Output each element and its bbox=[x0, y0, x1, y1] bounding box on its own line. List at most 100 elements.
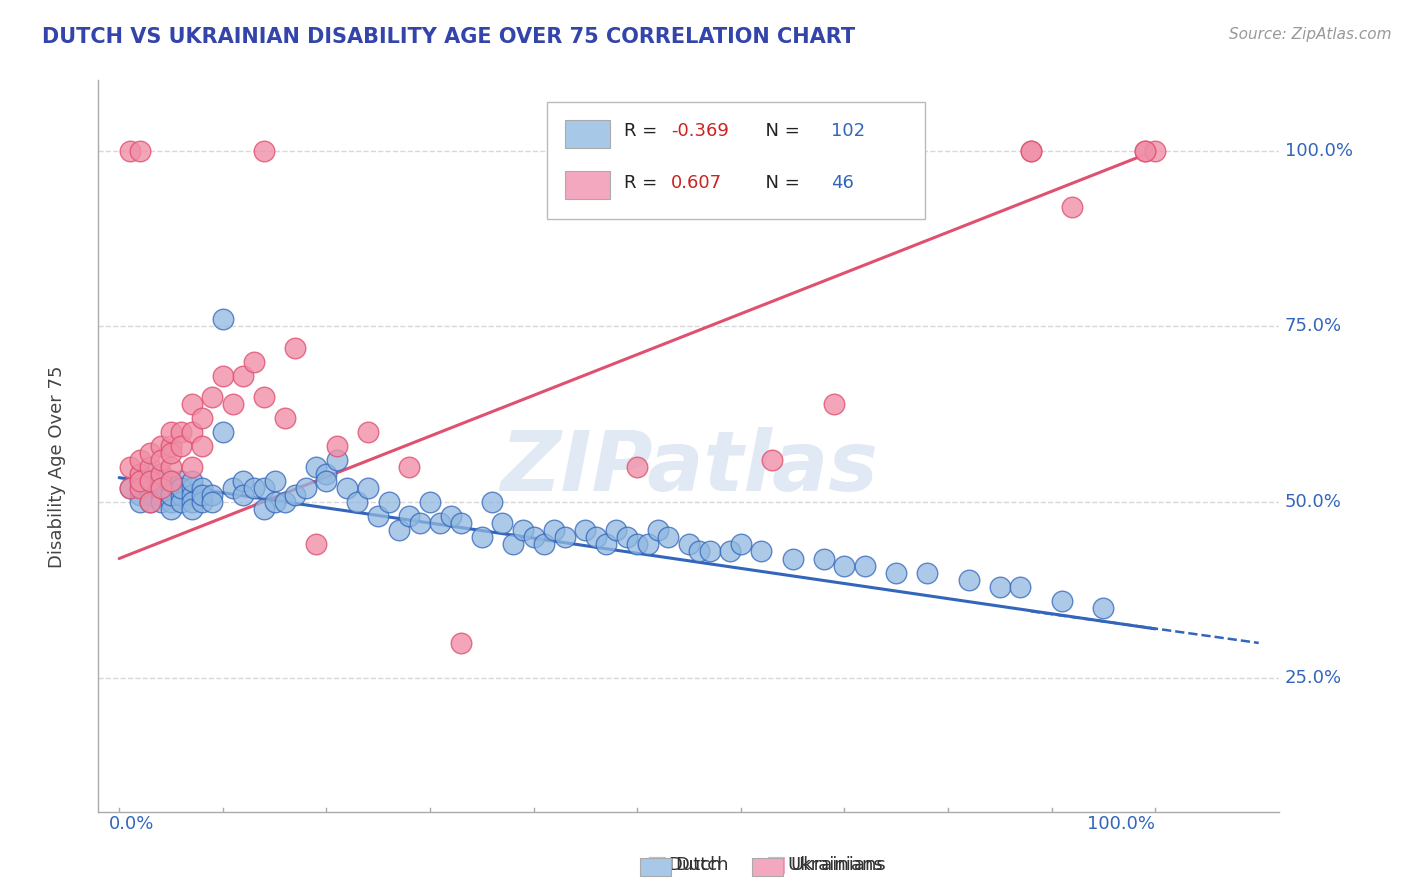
Point bbox=[128, 474, 150, 488]
Point bbox=[274, 410, 297, 425]
Point bbox=[149, 481, 172, 495]
Point bbox=[325, 439, 347, 453]
Point bbox=[823, 397, 845, 411]
Text: 102: 102 bbox=[831, 122, 865, 140]
Point bbox=[180, 425, 202, 439]
Text: 100.0%: 100.0% bbox=[1087, 815, 1156, 833]
Text: 50.0%: 50.0% bbox=[1285, 493, 1341, 511]
Point bbox=[678, 537, 700, 551]
Point bbox=[782, 551, 804, 566]
Point bbox=[128, 144, 150, 158]
Point bbox=[450, 516, 472, 531]
Point bbox=[346, 495, 368, 509]
Text: 0.0%: 0.0% bbox=[108, 815, 155, 833]
Point bbox=[149, 439, 172, 453]
Point bbox=[180, 460, 202, 475]
Point bbox=[222, 397, 245, 411]
Point bbox=[481, 495, 503, 509]
Point bbox=[211, 368, 233, 383]
Point bbox=[128, 488, 150, 502]
Point bbox=[191, 410, 214, 425]
Point bbox=[232, 474, 254, 488]
Point bbox=[160, 495, 183, 509]
Point bbox=[118, 144, 141, 158]
Point bbox=[201, 488, 224, 502]
Point bbox=[533, 537, 555, 551]
Point bbox=[419, 495, 441, 509]
Point bbox=[626, 537, 648, 551]
Point bbox=[170, 488, 193, 502]
Point bbox=[211, 425, 233, 439]
Point bbox=[149, 488, 172, 502]
Point bbox=[554, 530, 576, 544]
Point bbox=[170, 439, 193, 453]
FancyBboxPatch shape bbox=[565, 171, 610, 199]
Point bbox=[222, 481, 245, 495]
Point bbox=[232, 368, 254, 383]
Point bbox=[440, 509, 463, 524]
Point bbox=[543, 524, 565, 538]
Point bbox=[149, 495, 172, 509]
Point bbox=[1062, 200, 1084, 214]
Point bbox=[1019, 144, 1042, 158]
Point bbox=[118, 460, 141, 475]
Point bbox=[128, 495, 150, 509]
Point bbox=[284, 341, 307, 355]
Point bbox=[149, 474, 172, 488]
Point bbox=[647, 524, 669, 538]
Point bbox=[243, 481, 266, 495]
Point bbox=[139, 488, 162, 502]
Point bbox=[149, 467, 172, 482]
Point bbox=[357, 425, 380, 439]
Point bbox=[718, 544, 741, 558]
Text: 100.0%: 100.0% bbox=[1285, 142, 1353, 160]
Point bbox=[491, 516, 513, 531]
Point bbox=[274, 495, 297, 509]
Point bbox=[471, 530, 494, 544]
Point bbox=[1133, 144, 1156, 158]
Point bbox=[325, 453, 347, 467]
Point bbox=[1010, 580, 1032, 594]
Point bbox=[139, 460, 162, 475]
Point bbox=[160, 502, 183, 516]
Text: 46: 46 bbox=[831, 174, 853, 192]
Point bbox=[128, 467, 150, 482]
Point bbox=[139, 446, 162, 460]
Point bbox=[128, 453, 150, 467]
Point bbox=[336, 481, 359, 495]
Point bbox=[450, 636, 472, 650]
Point bbox=[751, 544, 773, 558]
Text: 25.0%: 25.0% bbox=[1285, 669, 1341, 687]
Point bbox=[429, 516, 451, 531]
Point bbox=[253, 144, 276, 158]
Point bbox=[637, 537, 659, 551]
Point bbox=[149, 453, 172, 467]
Point bbox=[408, 516, 430, 531]
Point bbox=[118, 481, 141, 495]
Point bbox=[160, 425, 183, 439]
Point bbox=[699, 544, 721, 558]
Point bbox=[139, 481, 162, 495]
Point bbox=[1050, 593, 1073, 607]
Point bbox=[626, 460, 648, 475]
Point bbox=[688, 544, 710, 558]
Point bbox=[139, 495, 162, 509]
Point bbox=[160, 439, 183, 453]
Point bbox=[605, 524, 627, 538]
Point bbox=[180, 495, 202, 509]
Point bbox=[253, 390, 276, 404]
Text: ZIPatlas: ZIPatlas bbox=[501, 427, 877, 508]
Point bbox=[191, 439, 214, 453]
Text: 75.0%: 75.0% bbox=[1285, 318, 1341, 335]
Point bbox=[595, 537, 617, 551]
Point bbox=[211, 312, 233, 326]
Text: Source: ZipAtlas.com: Source: ZipAtlas.com bbox=[1229, 27, 1392, 42]
Point bbox=[305, 537, 328, 551]
Point bbox=[128, 467, 150, 482]
Point bbox=[139, 474, 162, 488]
Point bbox=[160, 488, 183, 502]
Point bbox=[1133, 144, 1156, 158]
Point bbox=[657, 530, 679, 544]
Point bbox=[357, 481, 380, 495]
Point bbox=[191, 495, 214, 509]
